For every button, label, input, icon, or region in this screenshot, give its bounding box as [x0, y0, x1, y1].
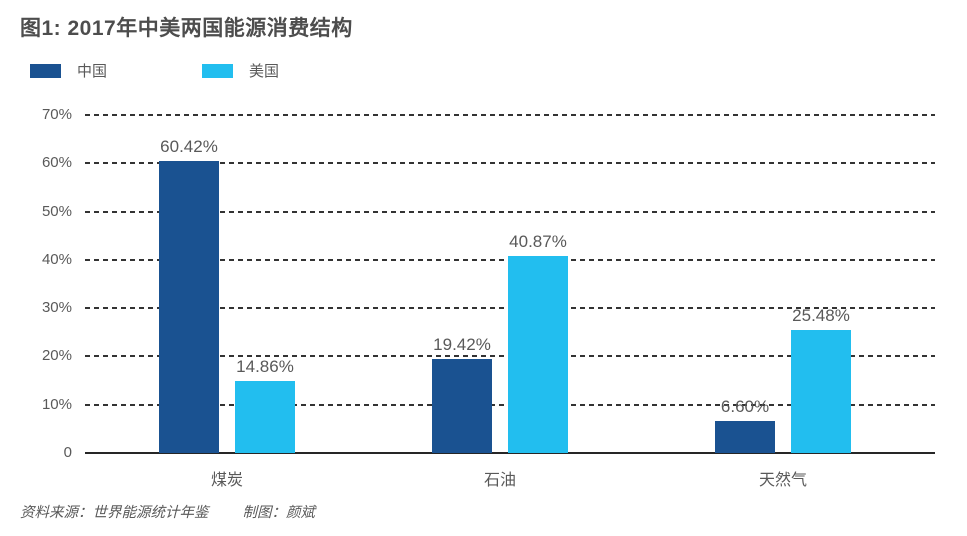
y-axis-tick-label: 70%	[41, 106, 72, 123]
bar-us-3	[791, 329, 851, 453]
y-axis-tick-label: 0	[63, 444, 72, 461]
x-axis-category-label: 煤炭	[210, 472, 243, 489]
bar-us-1	[235, 381, 295, 453]
bar-value-label: 25.48%	[792, 305, 850, 325]
bar-value-label: 19.42%	[433, 335, 491, 355]
bar-china-3	[715, 421, 775, 453]
y-axis-tick-label: 40%	[41, 250, 72, 268]
credit-text: 制图：颜斌	[242, 505, 316, 521]
legend-swatch-us	[202, 63, 233, 78]
source-line: 资料来源：世界能源统计年鉴 制图：颜斌	[20, 501, 315, 522]
y-axis-tick-label: 30%	[41, 299, 72, 317]
legend-swatch-china	[30, 63, 61, 78]
gridline-60	[85, 162, 935, 165]
y-axis-tick-label: 10%	[41, 395, 72, 413]
chart-title: 图1: 2017年中美两国能源消费结构	[20, 17, 353, 40]
bar-us-2	[508, 255, 568, 453]
y-axis-tick-label: 50%	[41, 202, 72, 220]
legend-label-china: 中国	[77, 63, 108, 80]
gridline-70	[85, 114, 935, 116]
bar-value-label: 60.42%	[160, 137, 218, 157]
y-axis-tick-label: 20%	[41, 347, 72, 365]
bar-value-label: 6.60%	[720, 397, 770, 417]
bar-china-1	[159, 161, 219, 453]
y-axis-tick-label: 60%	[41, 154, 72, 172]
bar-value-label: 14.86%	[236, 357, 294, 377]
legend-item-china: 中国	[30, 60, 107, 81]
x-axis-category-label: 天然气	[758, 472, 807, 489]
x-axis-category-label: 石油	[483, 472, 516, 489]
gridline-50	[85, 210, 935, 213]
source-text: 资料来源：世界能源统计年鉴	[20, 505, 209, 521]
bar-value-label: 40.87%	[509, 231, 567, 251]
bar-china-2	[432, 359, 492, 453]
legend-item-us: 美国	[202, 60, 279, 81]
legend-label-us: 美国	[249, 63, 280, 80]
x-axis-line	[85, 452, 935, 454]
